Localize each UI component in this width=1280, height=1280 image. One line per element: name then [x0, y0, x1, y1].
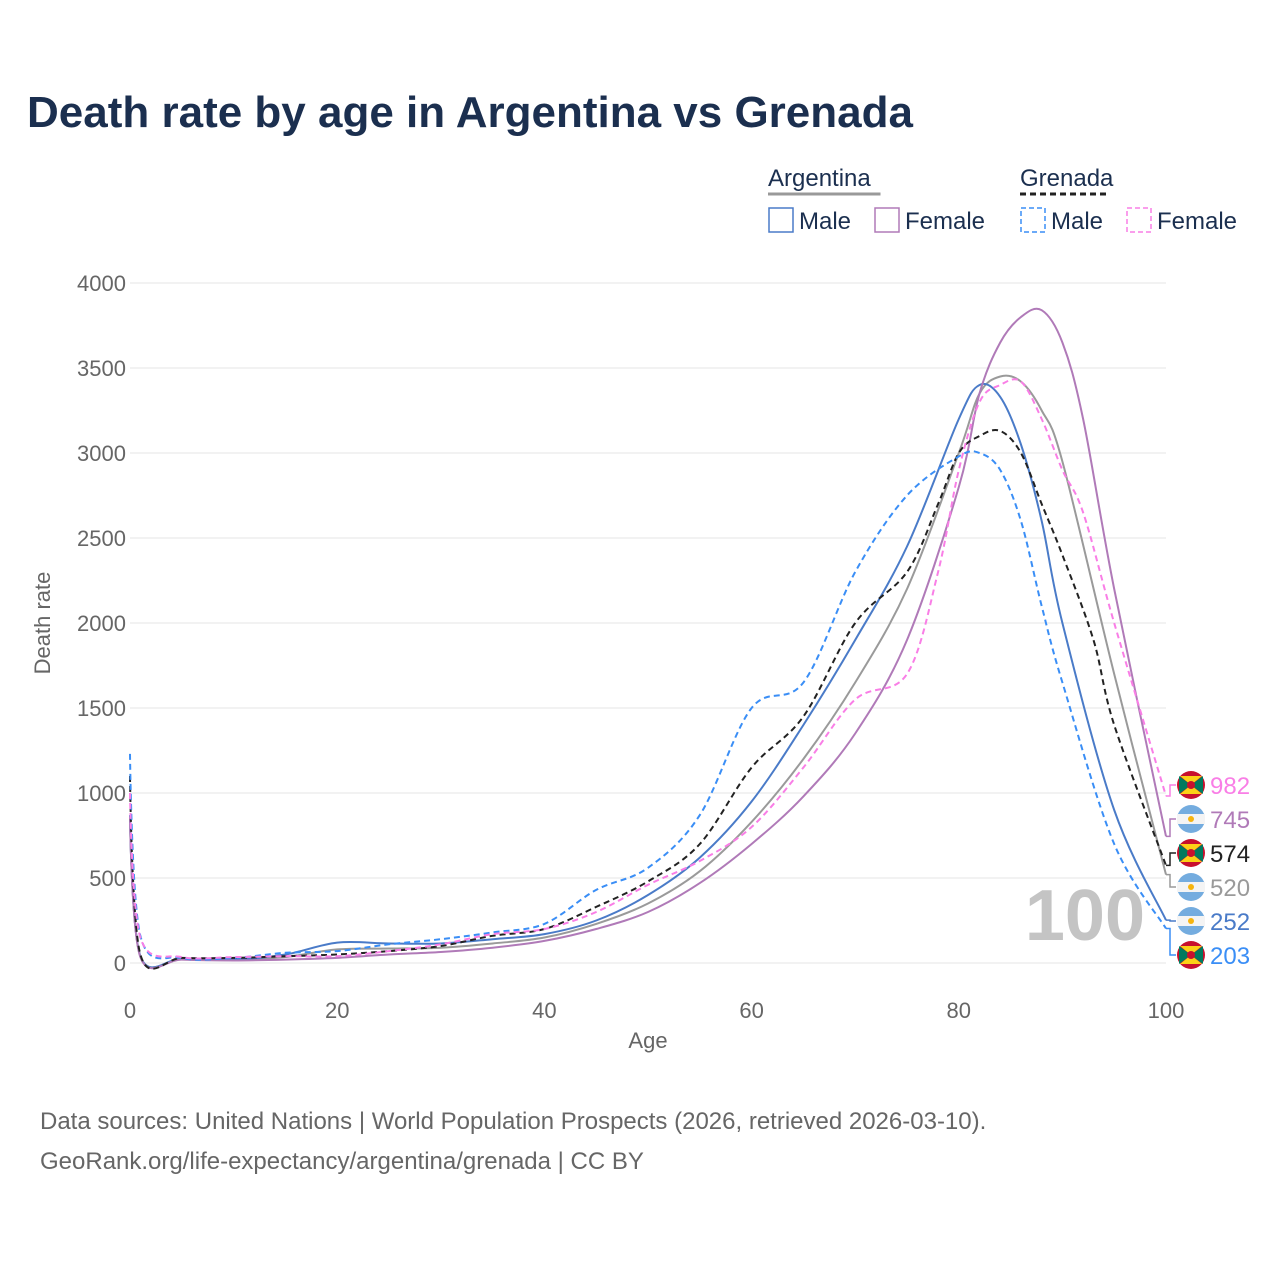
- x-tick-label: 40: [532, 998, 556, 1023]
- y-tick-label: 1000: [77, 781, 126, 806]
- series-line-argentina-male: [129, 382, 1167, 969]
- flag-part: [1187, 951, 1195, 959]
- end-value-label: 745: [1210, 807, 1250, 834]
- legend-item-label: Male: [1051, 208, 1103, 235]
- y-tick-label: 4000: [77, 271, 126, 296]
- x-tick-label: 0: [124, 998, 136, 1023]
- flag-part: [1187, 781, 1195, 789]
- flag-part: [1179, 946, 1191, 964]
- y-axis-label: Death rate: [30, 572, 55, 675]
- series-line-argentina-female: [129, 307, 1167, 970]
- label-connector: [1166, 919, 1176, 922]
- series-line-argentina-total: [129, 374, 1167, 969]
- flag-part: [1180, 946, 1202, 955]
- x-tick-label: 80: [947, 998, 971, 1023]
- end-value-label: 982: [1210, 773, 1250, 800]
- x-tick-label: 100: [1148, 998, 1185, 1023]
- y-tick-label: 2500: [77, 526, 126, 551]
- end-value-label: 203: [1210, 943, 1250, 970]
- flag-part: [1180, 853, 1202, 862]
- flag-part: [1180, 776, 1202, 785]
- series-line-grenada-male: [129, 450, 1167, 961]
- y-tick-label: 500: [89, 866, 126, 891]
- legend-item-label: Female: [905, 208, 985, 235]
- y-tick-label: 3500: [77, 356, 126, 381]
- year-watermark: 100: [1025, 876, 1145, 956]
- flag-part: [1188, 884, 1194, 890]
- label-connector: [1166, 852, 1176, 867]
- flag-part: [1188, 816, 1194, 822]
- label-connector: [1166, 873, 1176, 888]
- legend-group-title: Grenada: [1020, 165, 1114, 192]
- flag-part: [1191, 844, 1203, 862]
- series-line-grenada-female: [129, 378, 1167, 960]
- label-connector: [1166, 818, 1176, 838]
- flag-part: [1191, 776, 1203, 794]
- end-value-label: 520: [1210, 875, 1250, 902]
- y-tick-label: 2000: [77, 611, 126, 636]
- end-value-label: 574: [1210, 841, 1250, 868]
- y-tick-label: 3000: [77, 441, 126, 466]
- legend-swatch-female: [874, 207, 900, 233]
- legend-swatch-male: [768, 207, 794, 233]
- label-connector: [1166, 784, 1176, 797]
- footer-link[interactable]: GeoRank.org/life-expectancy/argentina/gr…: [40, 1148, 644, 1175]
- x-axis-label: Age: [628, 1028, 667, 1053]
- x-tick-label: 20: [325, 998, 349, 1023]
- x-tick-label: 60: [739, 998, 763, 1023]
- flag-part: [1180, 844, 1202, 853]
- legend-item-label: Male: [799, 208, 851, 235]
- label-connector: [1166, 927, 1176, 956]
- flag-part: [1188, 918, 1194, 924]
- flag-part: [1180, 955, 1202, 964]
- legend-swatch-female: [1126, 207, 1152, 233]
- flag-part: [1179, 844, 1191, 862]
- flag-part: [1187, 849, 1195, 857]
- end-value-label: 252: [1210, 909, 1250, 936]
- footer-sources: Data sources: United Nations | World Pop…: [40, 1108, 987, 1135]
- flag-part: [1191, 946, 1203, 964]
- legend-item-label: Female: [1157, 208, 1237, 235]
- y-tick-label: 1500: [77, 696, 126, 721]
- flag-part: [1179, 776, 1191, 794]
- y-tick-label: 0: [114, 951, 126, 976]
- legend-swatch-male: [1020, 207, 1046, 233]
- flag-part: [1180, 785, 1202, 794]
- legend-group-title: Argentina: [768, 165, 871, 192]
- page-title: Death rate by age in Argentina vs Grenad…: [27, 88, 913, 137]
- series-line-grenada-total: [129, 428, 1167, 970]
